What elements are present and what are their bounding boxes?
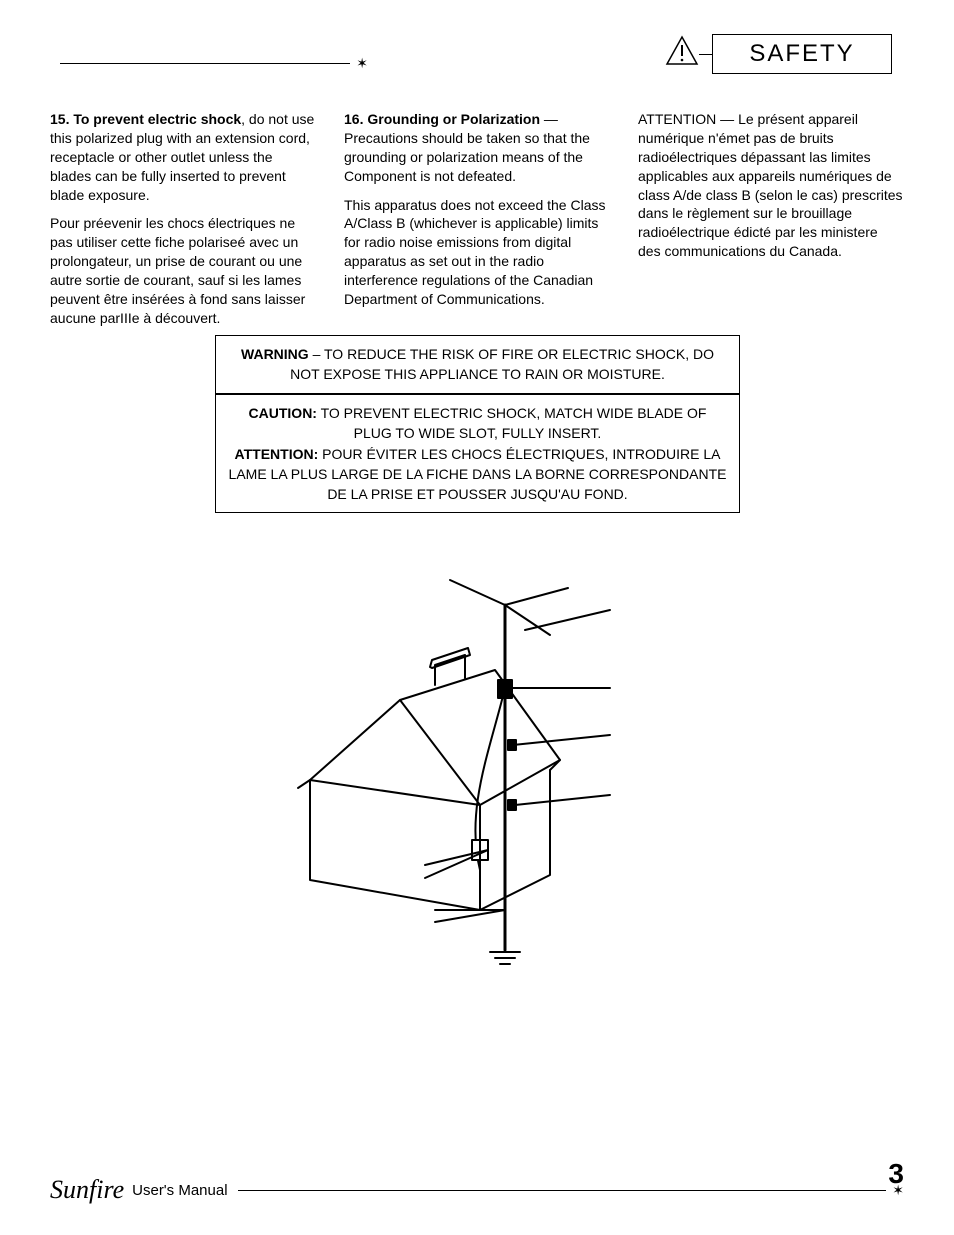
footer: Sunfire User's Manual ✶ <box>50 1175 904 1205</box>
caution-box: CAUTION: TO PREVENT ELECTRIC SHOCK, MATC… <box>215 394 740 513</box>
section-title: SAFETY <box>749 40 854 68</box>
column-1: 15. To prevent electric shock, do not us… <box>50 110 316 338</box>
caution-line: CAUTION: TO PREVENT ELECTRIC SHOCK, MATC… <box>228 403 727 444</box>
item-16-lead: 16. Grounding or Polarization <box>344 111 540 127</box>
grounding-diagram <box>250 570 690 990</box>
footer-rule <box>238 1190 887 1191</box>
star-icon: ✶ <box>892 1182 904 1199</box>
column-2: 16. Grounding or Polarization — Precauti… <box>344 110 610 338</box>
footer-brand: Sunfire <box>50 1175 124 1205</box>
attention-line: ATTENTION: POUR ÉVITER LES CHOCS ÉLECTRI… <box>228 444 727 505</box>
caution-text: TO PREVENT ELECTRIC SHOCK, MATCH WIDE BL… <box>317 405 706 441</box>
column-3: ATTENTION — Le présent appareil numériqu… <box>638 110 904 338</box>
attention-lead: ATTENTION: <box>235 446 319 462</box>
warning-box: WARNING – TO REDUCE THE RISK OF FIRE OR … <box>215 335 740 394</box>
item-16: 16. Grounding or Polarization — Precauti… <box>344 110 610 186</box>
footer-label: User's Manual <box>132 1182 227 1199</box>
warning-lead: WARNING <box>241 346 309 362</box>
header-connector-line <box>699 54 713 55</box>
header-rule-left <box>60 63 350 64</box>
col2-para2: This apparatus does not exceed the Class… <box>344 196 610 309</box>
item-15-fr: Pour préevenir les chocs électriques ne … <box>50 214 316 327</box>
item-15-lead: 15. To prevent electric shock <box>50 111 241 127</box>
star-icon: ✶ <box>356 55 368 72</box>
body-columns: 15. To prevent electric shock, do not us… <box>50 110 904 338</box>
warning-text: – TO REDUCE THE RISK OF FIRE OR ELECTRIC… <box>290 346 714 382</box>
caution-lead: CAUTION: <box>249 405 317 421</box>
alert-triangle-icon <box>665 34 699 68</box>
item-15-en: 15. To prevent electric shock, do not us… <box>50 110 316 204</box>
section-title-box: SAFETY <box>712 34 892 74</box>
col3-para-fr: ATTENTION — Le présent appareil numériqu… <box>638 110 904 261</box>
